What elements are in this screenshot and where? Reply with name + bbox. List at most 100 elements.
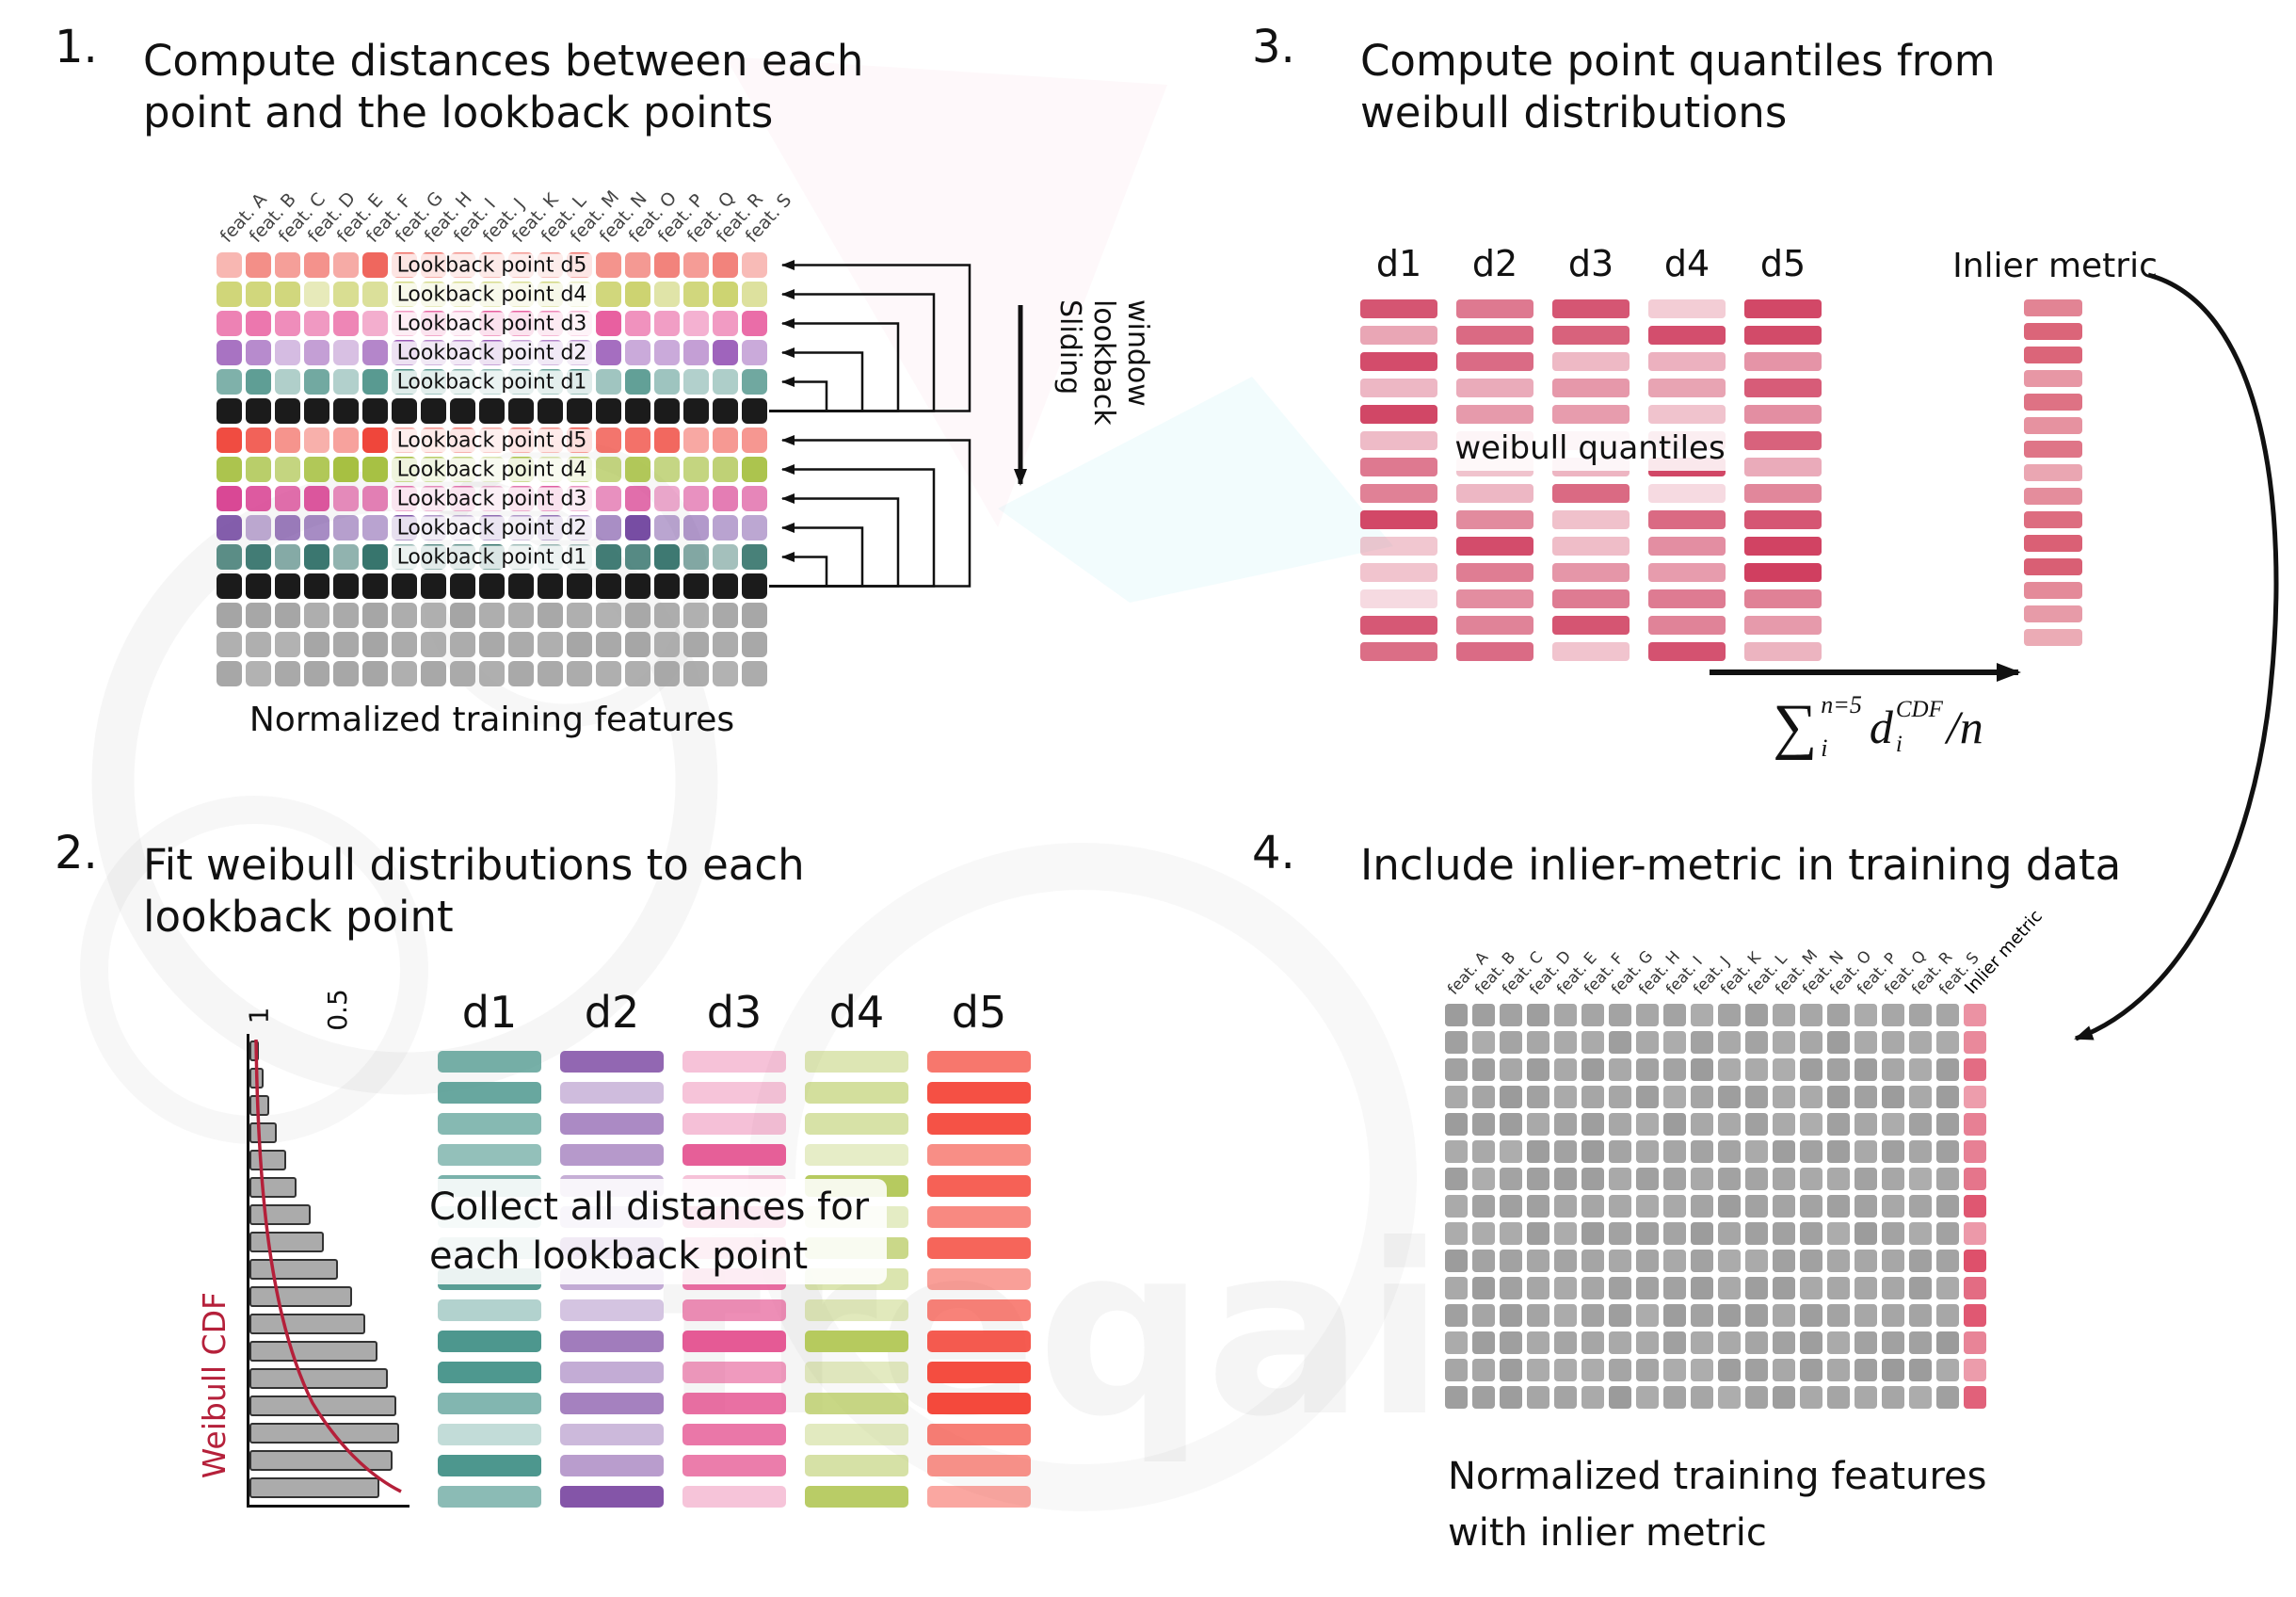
matrix-cell [1445, 1168, 1468, 1190]
distance-column: d5 [927, 987, 1031, 1508]
matrix-cell [217, 661, 242, 686]
matrix-cell [1827, 1250, 1850, 1272]
current-point-cell [538, 398, 563, 424]
matrix-cell [1854, 1277, 1877, 1299]
matrix-cell [742, 340, 767, 365]
distance-bar [927, 1082, 1031, 1104]
matrix-cell [1882, 1195, 1904, 1218]
distance-bar [927, 1393, 1031, 1414]
matrix-cell [1527, 1331, 1549, 1354]
distance-bar [438, 1299, 541, 1321]
matrix-cell [1472, 1277, 1495, 1299]
matrix-cell [275, 603, 300, 628]
matrix-cell [1909, 1031, 1932, 1054]
matrix-cell [683, 661, 709, 686]
sum-symbol: ∑ [1773, 692, 1818, 761]
current-point-cell [713, 398, 738, 424]
matrix-cell [1500, 1277, 1522, 1299]
distance-bar [805, 1113, 908, 1135]
variable-subscript: i [1895, 732, 1903, 757]
matrix-cell [654, 282, 680, 307]
matrix-cell [1609, 1386, 1631, 1409]
matrix-cell [1554, 1140, 1577, 1163]
matrix-cell [1636, 1277, 1659, 1299]
matrix-cell [1827, 1031, 1850, 1054]
inlier-cell [1964, 1168, 1986, 1190]
matrix-cell [362, 457, 388, 482]
matrix-cell [1554, 1386, 1577, 1409]
matrix-cell [742, 427, 767, 453]
matrix-cell [1554, 1004, 1577, 1026]
distance-bar [682, 1299, 786, 1321]
distance-bar [438, 1331, 541, 1352]
matrix-cell [1718, 1031, 1741, 1054]
matrix-cell [1636, 1113, 1659, 1136]
matrix-cell [1800, 1386, 1822, 1409]
matrix-cell [1663, 1331, 1686, 1354]
distance-bar [927, 1051, 1031, 1073]
quantile-bar [1552, 379, 1630, 397]
matrix-cell [1691, 1140, 1713, 1163]
current-point-cell [479, 398, 505, 424]
quantile-bar [1360, 379, 1437, 397]
matrix-cell [1745, 1195, 1768, 1218]
matrix-cell [362, 486, 388, 511]
matrix-cell [421, 661, 446, 686]
column-header: d5 [1759, 243, 1806, 284]
matrix-cell [1718, 1004, 1741, 1026]
current-point-cell [654, 398, 680, 424]
feature-header: feat. P [1854, 934, 1901, 1000]
matrix-cell [1800, 1140, 1822, 1163]
matrix-cell [1854, 1222, 1877, 1245]
matrix-cell [508, 632, 534, 657]
matrix-cell [1445, 1386, 1468, 1409]
variable-superscript: CDF [1895, 697, 1943, 722]
matrix-cell [333, 603, 359, 628]
matrix-cell [654, 544, 680, 570]
matrix-cell [1773, 1222, 1795, 1245]
lookback-row-label: Lookback point d5 [387, 428, 597, 452]
matrix-cell [1500, 1113, 1522, 1136]
matrix-cell [1472, 1250, 1495, 1272]
panel2-title: Fit weibull distributions to each lookba… [143, 840, 805, 942]
distance-bar [682, 1393, 786, 1414]
matrix-cell [1500, 1058, 1522, 1081]
current-point-cell [742, 573, 767, 599]
distance-bar [805, 1299, 908, 1321]
quantile-bar [1648, 510, 1726, 529]
matrix-cell [683, 486, 709, 511]
matrix-cell [1663, 1168, 1686, 1190]
distance-bar [682, 1455, 786, 1476]
matrix-cell [1636, 1386, 1659, 1409]
matrix-cell [392, 603, 417, 628]
quantile-bar [1648, 589, 1726, 608]
matrix-cell [596, 282, 621, 307]
current-point-cell [508, 398, 534, 424]
matrix-cell [742, 515, 767, 540]
matrix-cell [1882, 1031, 1904, 1054]
quantile-bars [1744, 299, 1822, 661]
matrix-cell [1909, 1386, 1932, 1409]
matrix-cell [1773, 1386, 1795, 1409]
matrix-cell [1882, 1004, 1904, 1026]
matrix-cell [246, 486, 271, 511]
matrix-row [1445, 1277, 1986, 1299]
matrix-cell [246, 282, 271, 307]
matrix-cell [742, 544, 767, 570]
feature-header: feat. M [1772, 934, 1821, 1000]
matrix-cell [596, 369, 621, 395]
current-point-cell [450, 398, 475, 424]
feature-header: feat. B [1471, 934, 1518, 1000]
matrix-cell [304, 544, 329, 570]
matrix-cell [1527, 1277, 1549, 1299]
matrix-cell [304, 486, 329, 511]
matrix-row: Lookback point d1 [217, 369, 767, 395]
matrix-cell [567, 632, 592, 657]
distance-bar [805, 1424, 908, 1445]
matrix-cell [275, 457, 300, 482]
matrix-cell [713, 515, 738, 540]
feature-header: feat. A [1444, 934, 1491, 1000]
quantile-bar [1744, 379, 1822, 397]
matrix-cell [1909, 1113, 1932, 1136]
